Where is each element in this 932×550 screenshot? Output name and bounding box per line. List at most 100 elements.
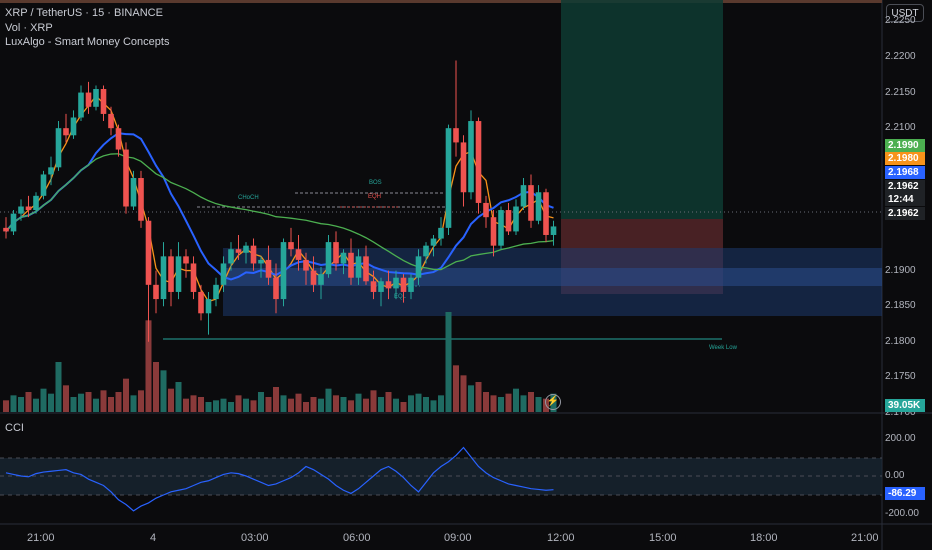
volume-bar	[378, 397, 384, 412]
candle	[318, 267, 324, 300]
candle-body	[513, 206, 519, 232]
candle-body	[318, 274, 324, 285]
candles[interactable]	[3, 60, 557, 342]
volume-bar	[430, 400, 437, 412]
cci-legend[interactable]: CCI	[5, 422, 24, 434]
candle	[10, 210, 17, 235]
volume-bar	[153, 362, 159, 412]
candle	[430, 234, 437, 257]
candle-body	[520, 185, 527, 207]
candle-body	[183, 256, 189, 264]
candle	[333, 231, 339, 271]
volume-bar	[213, 400, 219, 412]
candle	[550, 220, 557, 246]
volume-bar	[520, 395, 527, 412]
volume-bar	[85, 392, 92, 412]
volume-bar	[318, 398, 324, 412]
volume-bar	[250, 400, 257, 412]
currency-button[interactable]: USDT	[886, 4, 924, 22]
volume-bar	[400, 402, 407, 412]
flash-icon[interactable]: ⚡	[545, 394, 561, 410]
candle	[33, 192, 39, 214]
candle-body	[108, 113, 114, 129]
candle-body	[3, 227, 9, 232]
week-low-label: Week Low	[709, 345, 738, 351]
volume-bar	[40, 388, 47, 412]
candle-body	[370, 281, 377, 292]
candle-body	[55, 128, 62, 168]
candle	[100, 85, 107, 122]
volume-bar	[138, 390, 144, 412]
candle-body	[303, 259, 309, 271]
symbol-legend[interactable]: XRP / TetherUS · 15 · BINANCE	[5, 7, 163, 19]
candle	[198, 284, 204, 321]
candle-body	[228, 249, 234, 264]
volume-bar	[183, 398, 189, 412]
volume-bar	[198, 397, 204, 412]
candle-body	[198, 291, 204, 314]
candle	[183, 249, 189, 278]
volume-bars	[3, 312, 557, 412]
candle-body	[423, 245, 429, 257]
volume-bar	[453, 365, 459, 412]
volume-bar	[483, 392, 489, 412]
candle-body	[415, 256, 422, 278]
candle-body	[93, 89, 99, 107]
volume-bar	[535, 397, 542, 412]
price-tag: 2.1990	[885, 139, 925, 152]
volume-legend[interactable]: Vol · XRP	[5, 22, 53, 34]
time-axis-label: 18:00	[750, 532, 778, 544]
candle-body	[550, 226, 557, 235]
candle	[160, 242, 167, 307]
candle-body	[393, 277, 399, 289]
candle-body	[468, 121, 474, 193]
candle	[363, 245, 369, 285]
candle-body	[18, 206, 24, 214]
candle-body	[408, 277, 414, 292]
candle	[453, 60, 459, 157]
price-axis-label: 2.1750	[885, 371, 916, 383]
candle	[70, 110, 77, 139]
candle	[475, 117, 482, 214]
volume-bar	[25, 392, 32, 412]
eql-label: EQL	[394, 294, 407, 300]
volume-bar	[205, 402, 212, 412]
candle-body	[378, 281, 384, 292]
volume-bar	[468, 385, 474, 412]
candle	[265, 245, 272, 285]
position-profit-zone[interactable]	[561, 0, 723, 219]
candle-body	[355, 256, 362, 278]
candle-body	[130, 178, 137, 207]
volume-bar	[108, 397, 114, 412]
indicator-legend[interactable]: LuxAlgo - Smart Money Concepts	[5, 36, 170, 48]
volume-bar	[115, 392, 122, 412]
candle	[288, 227, 294, 257]
price-axis-label: 2.1800	[885, 335, 916, 347]
volume-bar	[10, 395, 17, 412]
candle	[250, 238, 257, 271]
candle-body	[400, 277, 407, 292]
candle	[168, 249, 174, 307]
candle-body	[85, 92, 92, 107]
time-axis-label: 4	[150, 532, 157, 544]
candle-body	[280, 242, 287, 300]
candle	[303, 252, 309, 285]
candle	[348, 238, 354, 285]
volume-bar	[33, 398, 39, 412]
candle	[40, 170, 47, 200]
volume-bar	[340, 397, 347, 412]
price-axis-label: 2.2200	[885, 50, 916, 62]
price-axis-label: 2.1700	[885, 407, 916, 418]
candle	[415, 249, 422, 285]
candle-body	[543, 192, 549, 235]
candle	[468, 110, 474, 200]
volume-bar	[288, 398, 294, 412]
candle-body	[10, 213, 17, 232]
volume-bar	[423, 397, 429, 412]
volume-bar	[48, 393, 54, 412]
candle-body	[475, 121, 482, 203]
candle	[258, 256, 264, 278]
candle-body	[340, 252, 347, 264]
volume-bar	[93, 398, 99, 412]
